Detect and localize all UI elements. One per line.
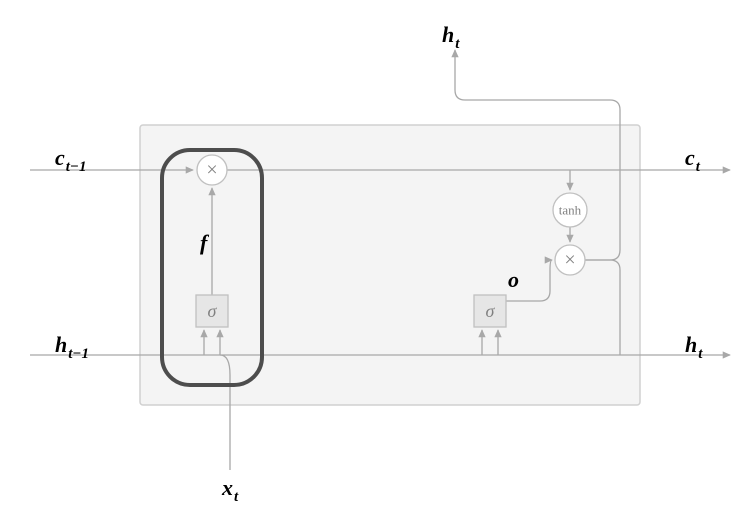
label-h-prev: ht−1 <box>55 332 89 362</box>
label-x-in: xt <box>221 475 239 505</box>
sigma-f-node-label: σ <box>208 301 218 321</box>
mult1-node-label: × <box>206 159 217 181</box>
label-h-top: ht <box>442 22 460 52</box>
tanh-node-label: tanh <box>559 203 582 218</box>
label-o: o <box>508 267 519 292</box>
mult2-node-label: × <box>564 249 575 271</box>
sigma-o-node-label: σ <box>486 301 496 321</box>
label-h-next: ht <box>685 332 703 362</box>
